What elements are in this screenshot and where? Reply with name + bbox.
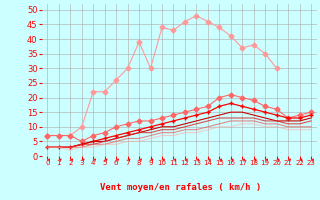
Text: Vent moyen/en rafales ( km/h ): Vent moyen/en rafales ( km/h ) <box>100 183 261 192</box>
